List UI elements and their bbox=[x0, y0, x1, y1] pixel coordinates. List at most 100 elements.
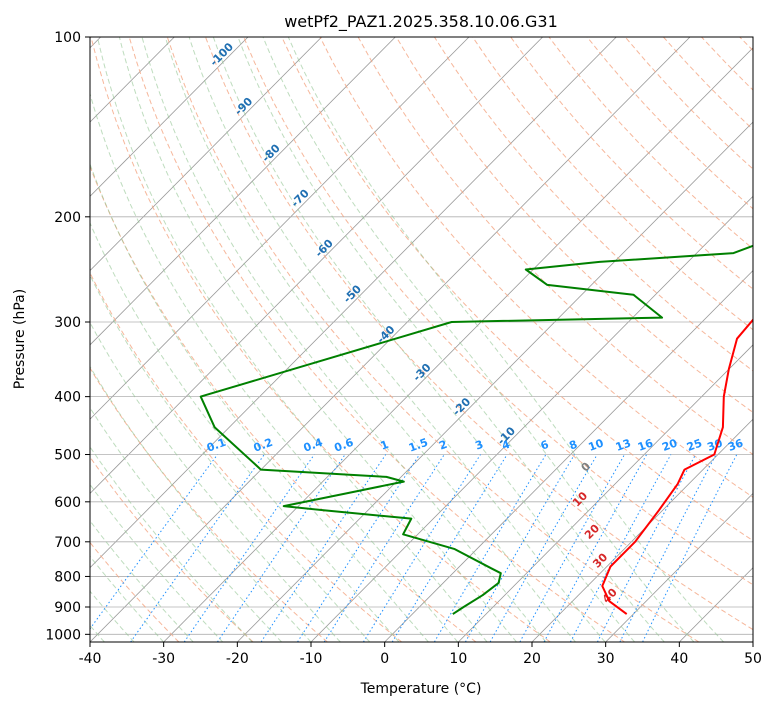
y-tick-label: 100 bbox=[54, 30, 81, 46]
x-tick-label: -40 bbox=[79, 651, 102, 667]
moist-adiabat-line bbox=[90, 321, 341, 642]
dry-adiabat-line bbox=[701, 37, 753, 91]
x-tick-label: -30 bbox=[152, 651, 175, 667]
moist-adiabat-line bbox=[90, 221, 400, 642]
mixing-ratio-line bbox=[90, 454, 218, 630]
dry-adiabat-label: 0 bbox=[579, 460, 594, 475]
isotherm-line bbox=[90, 37, 543, 495]
moist-adiabat-line bbox=[262, 37, 695, 642]
moist-adiabat-line bbox=[90, 483, 224, 642]
moist-adiabat-line bbox=[90, 555, 164, 642]
mixing-ratio-label: 13 bbox=[614, 436, 633, 453]
mixing-ratio-label: 36 bbox=[726, 436, 745, 454]
mixing-ratio-line bbox=[596, 454, 697, 642]
mixing-ratio-label: 30 bbox=[705, 436, 724, 454]
dry-adiabat-lines bbox=[90, 37, 753, 642]
mixing-ratio-label: 0.2 bbox=[252, 436, 275, 455]
dry-adiabat-line bbox=[433, 37, 753, 372]
y-tick-label: 500 bbox=[54, 448, 81, 464]
y-axis-label: Pressure (hPa) bbox=[12, 289, 28, 389]
isotherm-line bbox=[90, 37, 617, 569]
dry-adiabat-label: -90 bbox=[232, 95, 255, 118]
mixing-ratio-label: 10 bbox=[587, 436, 606, 454]
isotherm-line bbox=[458, 344, 753, 642]
mixing-ratio-label: 16 bbox=[636, 436, 655, 454]
mixing-ratio-line bbox=[543, 454, 648, 642]
y-tick-label: 900 bbox=[54, 600, 81, 616]
isotherm-line bbox=[90, 37, 322, 272]
moist-adiabat-line bbox=[90, 446, 253, 642]
mixing-ratio-line bbox=[297, 454, 420, 642]
mixing-ratio-label: 3 bbox=[473, 438, 485, 453]
dry-adiabat-label: -70 bbox=[289, 186, 312, 209]
mixing-ratio-label: 2 bbox=[437, 438, 449, 453]
moist-adiabat-label: 10 bbox=[570, 489, 590, 509]
x-tick-label: -10 bbox=[300, 651, 323, 667]
x-tick-label: -20 bbox=[226, 651, 249, 667]
x-tick-label: 30 bbox=[597, 651, 615, 667]
mixing-ratio-label: 0.6 bbox=[333, 436, 356, 455]
dry-adiabat-line bbox=[90, 367, 328, 642]
moist-adiabat-line bbox=[90, 590, 135, 642]
x-tick-label: 0 bbox=[380, 651, 389, 667]
moist-adiabat-line bbox=[90, 406, 282, 642]
moist-adiabat-line bbox=[212, 37, 635, 642]
moist-adiabat-line bbox=[287, 37, 724, 642]
moist-adiabat-line bbox=[90, 520, 194, 642]
mixing-ratio-label: 25 bbox=[685, 436, 704, 453]
dry-adiabat-line bbox=[90, 37, 551, 642]
dry-adiabat-line bbox=[90, 456, 254, 642]
isotherm-line bbox=[163, 47, 753, 642]
mixing-ratio-label: 1.5 bbox=[407, 436, 430, 455]
isotherm-line bbox=[679, 567, 753, 642]
dry-adiabat-line bbox=[90, 271, 403, 642]
y-axis-ticks: 100 200 300 400 500 600 700 800 900 1000 bbox=[45, 30, 90, 643]
mixing-ratio-line bbox=[569, 454, 672, 642]
mixing-ratio-label: 4 bbox=[500, 438, 512, 453]
isotherm-line bbox=[531, 418, 753, 642]
pressure-grid-lines bbox=[90, 37, 753, 635]
isotherm-line bbox=[310, 195, 753, 642]
isotherm-line bbox=[90, 37, 396, 346]
x-tick-label: 10 bbox=[449, 651, 467, 667]
chart-title: wetPf2_PAZ1.2025.358.10.06.G31 bbox=[284, 12, 558, 32]
mixing-ratio-line bbox=[433, 454, 547, 642]
dry-adiabat-label: -40 bbox=[374, 323, 397, 346]
moist-adiabat-line bbox=[90, 365, 312, 642]
x-axis-label: Temperature (°C) bbox=[360, 681, 482, 697]
mixing-ratio-line bbox=[260, 454, 387, 642]
dry-adiabat-line bbox=[281, 37, 753, 542]
mixing-ratio-label: 20 bbox=[660, 436, 679, 454]
temperature-line bbox=[601, 318, 753, 615]
plot-frame bbox=[89, 36, 754, 643]
moist-adiabat-label: 30 bbox=[590, 550, 610, 570]
mixing-ratio-line bbox=[323, 454, 445, 642]
mixing-ratio-label: 6 bbox=[539, 438, 551, 453]
dry-adiabat-line bbox=[357, 37, 753, 456]
mixing-ratio-line bbox=[489, 454, 598, 642]
mixing-ratio-label: 0.4 bbox=[302, 436, 325, 455]
dry-adiabat-line bbox=[90, 164, 477, 642]
moist-adiabat-line bbox=[90, 162, 429, 642]
mixing-ratio-label: 8 bbox=[567, 438, 579, 453]
mixing-ratio-label: 0.1 bbox=[205, 436, 228, 455]
dry-adiabat-line bbox=[663, 37, 753, 131]
mixing-ratio-line bbox=[216, 454, 346, 642]
mixing-ratio-lines bbox=[90, 454, 738, 642]
x-axis-ticks: -40 -30 -20 -10 0 10 20 30 40 50 bbox=[79, 642, 762, 667]
mixing-ratio-line bbox=[130, 454, 265, 642]
dry-adiabat-line bbox=[166, 37, 700, 642]
moist-adiabat-lines bbox=[90, 37, 724, 642]
y-tick-label: 300 bbox=[54, 315, 81, 331]
isotherm-line bbox=[90, 37, 470, 420]
x-tick-label: 50 bbox=[744, 651, 762, 667]
mixing-ratio-line bbox=[464, 454, 575, 642]
dry-adiabat-line bbox=[243, 37, 753, 586]
dry-adiabat-label: -20 bbox=[450, 395, 473, 418]
isotherm-line bbox=[605, 492, 753, 642]
mixing-ratio-line bbox=[183, 454, 315, 642]
sounding-series bbox=[199, 244, 753, 615]
dry-adiabat-line bbox=[739, 37, 753, 52]
moist-adiabat-line bbox=[164, 37, 576, 642]
